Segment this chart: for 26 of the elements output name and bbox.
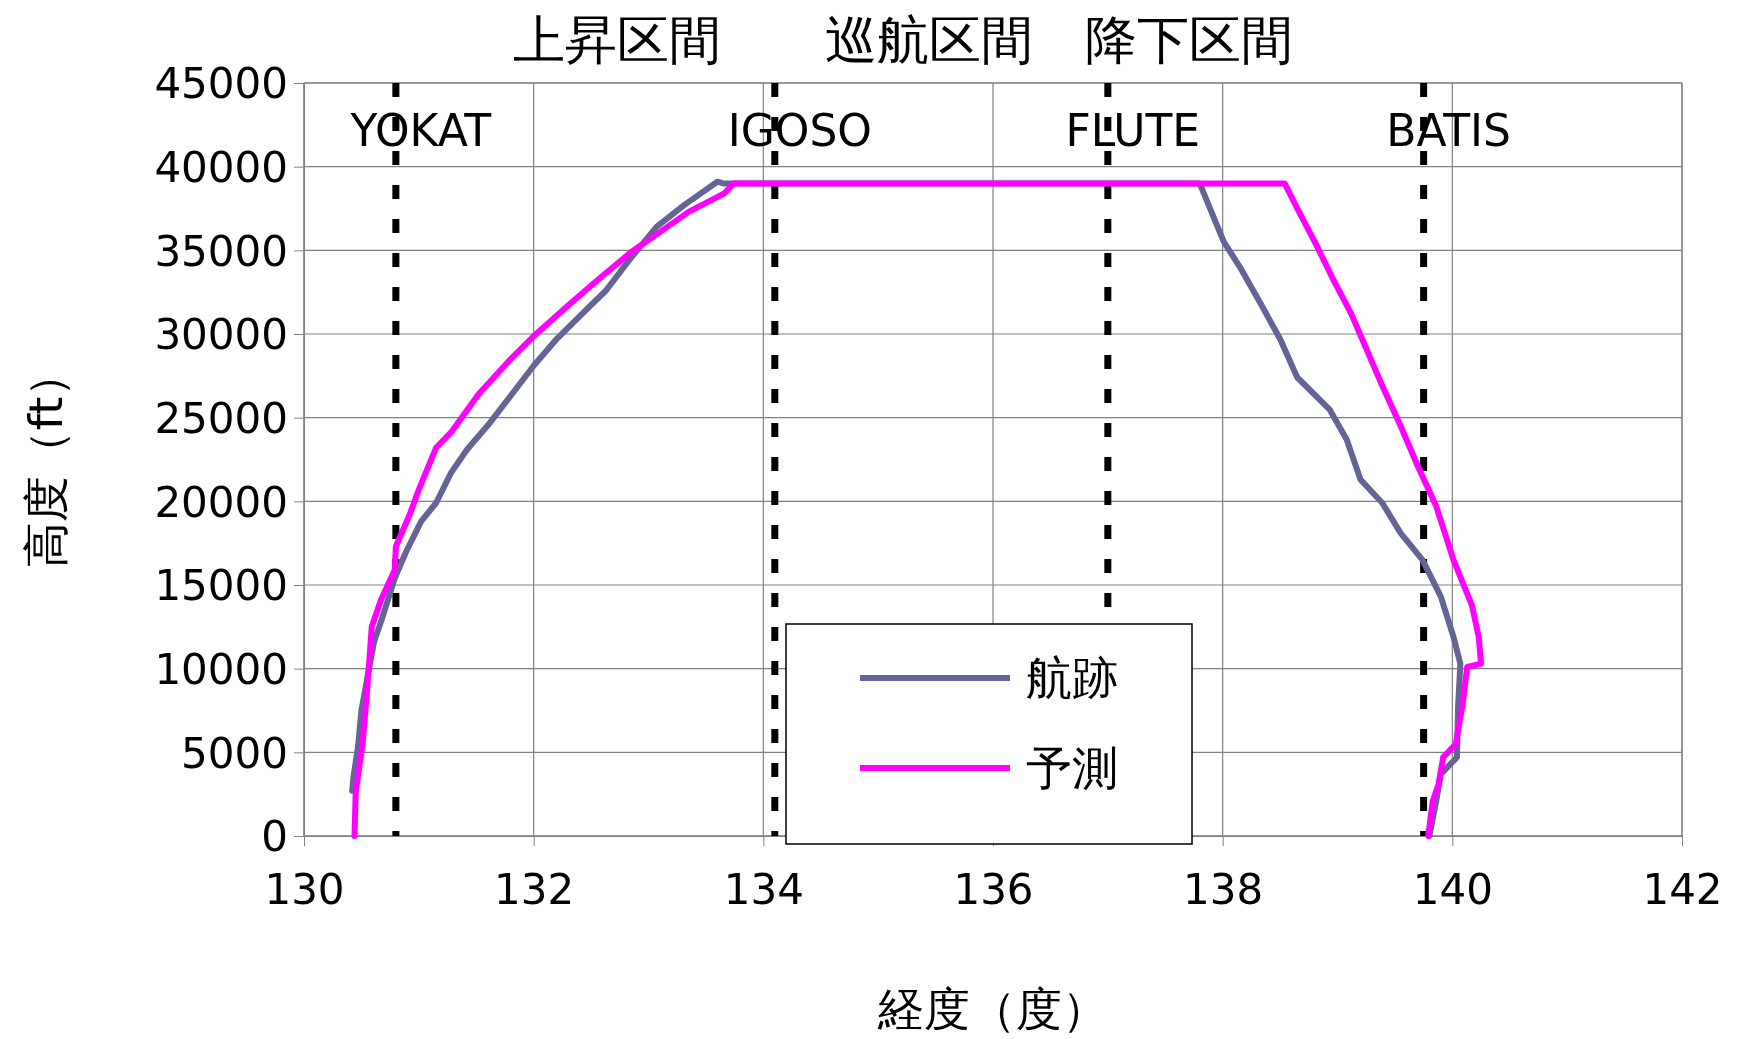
legend-label: 航跡 <box>1026 651 1118 705</box>
x-tick-label: 138 <box>1183 864 1264 914</box>
ref-line-label: BATIS <box>1386 105 1511 156</box>
y-tick-label: 10000 <box>154 644 288 694</box>
x-tick-label: 134 <box>723 864 804 914</box>
y-tick-label: 5000 <box>181 728 288 778</box>
y-tick-label: 15000 <box>154 561 288 611</box>
ref-line-label: YOKAT <box>349 105 492 156</box>
y-tick-label: 30000 <box>154 310 288 360</box>
ref-line-label: FLUTE <box>1065 105 1201 156</box>
y-tick-label: 0 <box>261 812 288 862</box>
x-tick-label: 140 <box>1412 864 1493 914</box>
y-tick-label: 20000 <box>154 477 288 527</box>
x-tick-label: 142 <box>1642 864 1723 914</box>
y-tick-label: 35000 <box>154 226 288 276</box>
y-tick-label: 40000 <box>154 142 288 192</box>
legend-label: 予測 <box>1026 741 1118 795</box>
ref-line-label: IGOSO <box>727 105 872 156</box>
y-axis-title: 高度（ft） <box>19 350 73 569</box>
x-tick-label: 132 <box>494 864 575 914</box>
y-tick-label: 45000 <box>154 59 288 109</box>
x-axis-title: 経度（度） <box>877 982 1108 1036</box>
chart-title: 上昇区間 巡航区間 降下区間 <box>513 10 1293 70</box>
x-tick-label: 136 <box>953 864 1034 914</box>
y-tick-label: 25000 <box>154 393 288 443</box>
x-tick-label: 130 <box>264 864 345 914</box>
